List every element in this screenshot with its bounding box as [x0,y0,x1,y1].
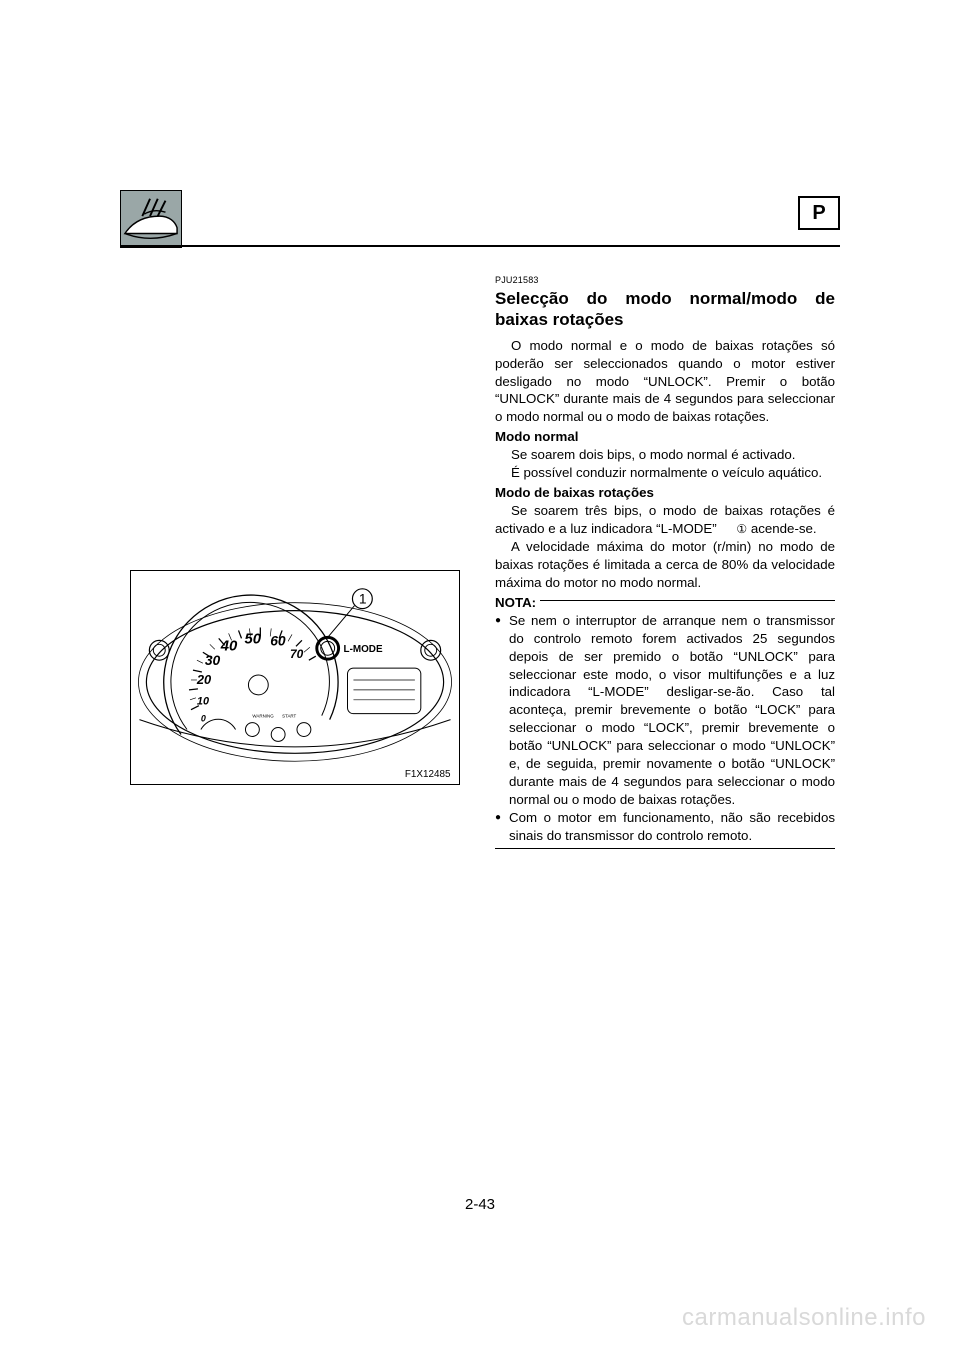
nota-rule [540,600,835,601]
chapter-icon [120,190,182,248]
page-number: 2-43 [0,1196,960,1213]
nota-bullet-1: Se nem o interruptor de arranque nem o t… [495,612,835,809]
low-mode-p1: Se soarem três bips, o modo de baixas ro… [495,502,835,538]
subhead-normal-mode: Modo normal [495,428,835,446]
header-rule [120,245,840,247]
callout-1: 1 [359,591,367,607]
gauge-num-10: 10 [197,696,209,708]
nota-label: NOTA: [495,594,536,612]
intro-paragraph: O modo normal e o modo de baixas rotaçõe… [495,337,835,427]
gauge-num-60: 60 [270,632,286,648]
watermark: carmanualsonline.info [682,1304,926,1332]
start-label: START [282,714,296,719]
normal-mode-p1: Se soarem dois bips, o modo normal é act… [495,446,835,464]
body-text-column: PJU21583 Selecção do modo normal/modo de… [495,274,835,849]
gauge-num-30: 30 [205,652,221,668]
warning-label: WARNING [252,714,274,719]
gauge-num-0: 0 [201,714,206,724]
end-rule [495,848,835,849]
gauge-num-20: 20 [196,672,212,687]
low-mode-p2: A velocidade máxima do motor (r/min) no … [495,538,835,592]
figure-area: 0 10 20 30 40 50 60 70 WARNING START L-M… [130,570,460,785]
low-mode-p1-b: acende-se. [747,521,816,536]
gauge-num-50: 50 [244,631,261,647]
callout-ref-1: ① [720,521,747,537]
figure-code: F1X12485 [405,769,451,780]
gauge-num-40: 40 [220,638,238,654]
lmode-label: L-MODE [344,644,383,655]
gauge-num-70: 70 [290,647,304,661]
normal-mode-p2: É possível conduzir normalmente o veícul… [495,464,835,482]
manual-page: { "header": { "language_indicator": "P" … [0,0,960,1358]
language-indicator: P [798,196,840,230]
doc-code: PJU21583 [495,274,835,286]
section-heading: Selecção do modo normal/modo de baixas r… [495,288,835,331]
nota-bullet-list: Se nem o interruptor de arranque nem o t… [495,612,835,845]
nota-bullet-2: Com o motor em funcionamento, não são re… [495,809,835,845]
subhead-low-mode: Modo de baixas rotações [495,484,835,502]
nota-heading-row: NOTA: [495,594,835,612]
lmode-indicator: L-MODE [317,637,383,659]
page-header: P [120,190,840,254]
dashboard-illustration: 0 10 20 30 40 50 60 70 WARNING START L-M… [130,570,460,785]
